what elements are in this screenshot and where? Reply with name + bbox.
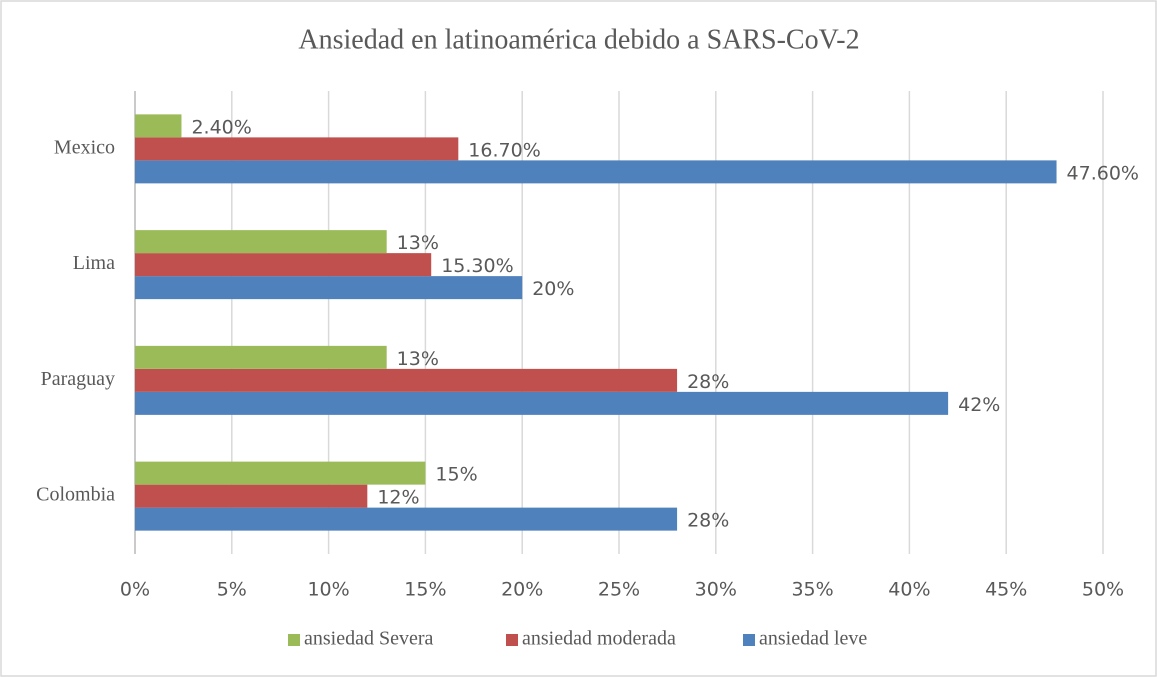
data-label: 13% — [397, 232, 439, 254]
bar — [135, 345, 387, 369]
data-label: 28% — [687, 371, 729, 393]
bar — [135, 160, 1057, 184]
x-tick-label: 30% — [695, 579, 737, 601]
legend-label: ansiedad leve — [759, 628, 867, 650]
data-label: 28% — [687, 510, 729, 532]
data-label: 12% — [377, 487, 419, 509]
x-tick-label: 50% — [1082, 579, 1124, 601]
bar — [135, 391, 949, 415]
x-tick-label: 20% — [501, 579, 543, 601]
x-tick-label: 45% — [985, 579, 1027, 601]
x-tick-label: 35% — [791, 579, 833, 601]
data-label: 16.70% — [468, 139, 540, 161]
bar — [135, 461, 426, 485]
data-label: 2.40% — [191, 116, 251, 138]
legend-swatch — [288, 634, 300, 646]
bar — [135, 276, 523, 300]
data-label: 20% — [532, 278, 574, 300]
data-label: 15% — [435, 464, 477, 486]
chart-title: Ansiedad en latinoamérica debido a SARS-… — [298, 24, 859, 55]
bar — [135, 368, 678, 392]
legend-label: ansiedad Severa — [304, 628, 434, 650]
bar — [135, 230, 387, 254]
y-tick-label: Mexico — [54, 136, 115, 158]
bar — [135, 114, 182, 138]
legend-label: ansiedad moderada — [522, 628, 676, 650]
bar — [135, 507, 678, 531]
x-tick-label: 0% — [120, 579, 150, 601]
y-tick-label: Paraguay — [41, 368, 115, 390]
x-tick-label: 25% — [598, 579, 640, 601]
y-tick-label: Colombia — [36, 484, 115, 506]
legend-swatch — [743, 634, 755, 646]
x-tick-label: 15% — [404, 579, 446, 601]
bar — [135, 484, 368, 508]
data-label: 13% — [397, 348, 439, 370]
bar — [135, 137, 459, 161]
x-tick-label: 10% — [307, 579, 349, 601]
data-label: 42% — [958, 394, 1000, 416]
y-tick-label: Lima — [73, 252, 115, 274]
bar — [135, 253, 432, 277]
data-label: 47.60% — [1067, 162, 1139, 184]
legend-swatch — [506, 634, 518, 646]
x-tick-label: 5% — [217, 579, 247, 601]
x-tick-label: 40% — [888, 579, 930, 601]
data-label: 15.30% — [441, 255, 513, 277]
